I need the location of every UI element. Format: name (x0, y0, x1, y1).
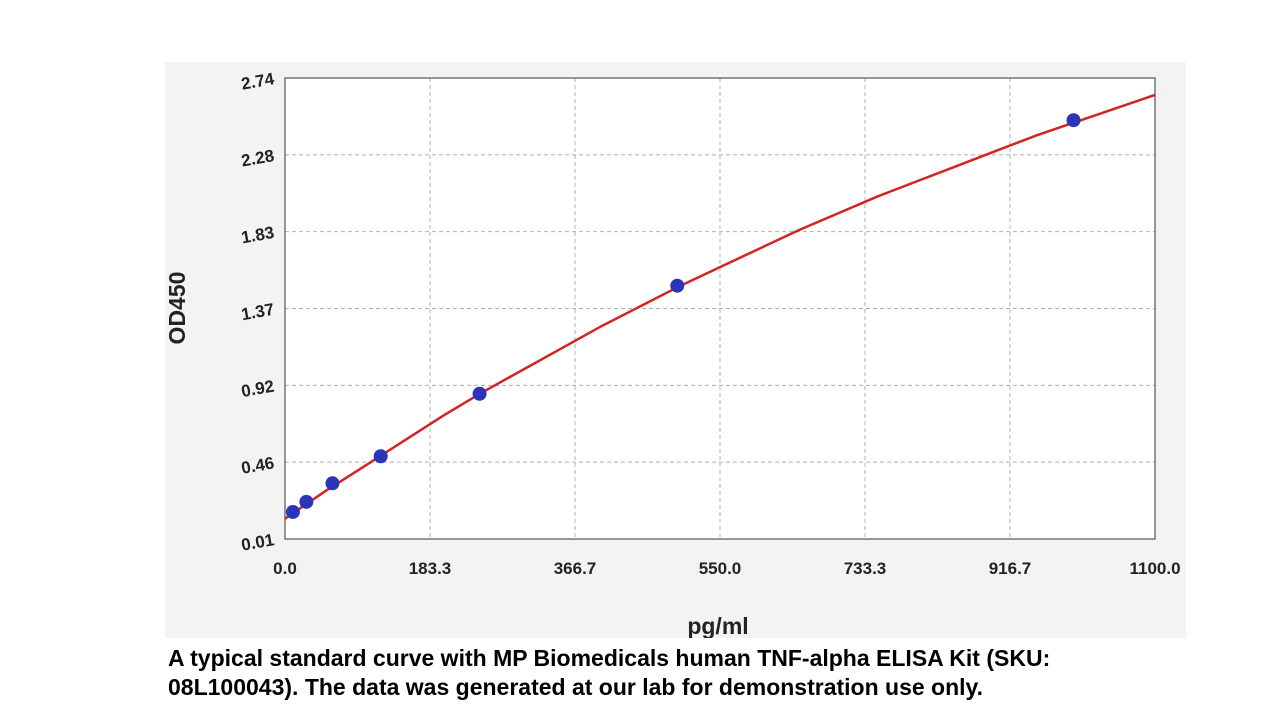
y-tick-label: 0.01 (240, 530, 276, 554)
y-tick-labels: 0.01 0.46 0.92 1.37 1.83 2.28 2.74 (240, 69, 276, 555)
y-axis-title: OD450 (165, 272, 190, 345)
data-point (373, 449, 388, 464)
x-axis-title: pg/ml (687, 613, 748, 638)
data-point (325, 476, 340, 491)
fit-curve (284, 93, 1156, 520)
y-tick-label: 0.46 (240, 453, 276, 477)
y-tick-label: 1.37 (240, 300, 276, 324)
y-tick-label: 0.92 (240, 377, 276, 401)
x-tick-label: 183.3 (409, 559, 452, 578)
data-point (670, 278, 685, 293)
data-point (1066, 113, 1081, 128)
data-point (285, 504, 300, 519)
x-tick-label: 916.7 (989, 559, 1032, 578)
figure-caption: A typical standard curve with MP Biomedi… (168, 644, 1268, 702)
y-tick-label: 1.83 (240, 223, 276, 247)
x-tick-label: 1100.0 (1129, 559, 1180, 578)
x-tick-label: 733.3 (844, 559, 887, 578)
caption-line-2: 08L100043). The data was generated at ou… (168, 674, 984, 700)
grid-lines (285, 78, 1155, 539)
y-tick-label: 2.74 (240, 69, 276, 94)
data-point (299, 494, 314, 509)
x-tick-labels: 0.0 183.3 366.7 550.0 733.3 916.7 1100.0 (273, 559, 1180, 578)
chart-panel: 0.0 183.3 366.7 550.0 733.3 916.7 1100.0 0.01 0… (165, 62, 1186, 638)
x-tick-label: 366.7 (554, 559, 597, 578)
x-tick-label: 0.0 (273, 559, 297, 578)
data-point (472, 386, 487, 401)
standard-curve-chart: 0.0 183.3 366.7 550.0 733.3 916.7 1100.0 0.010… (165, 69, 1181, 638)
caption-line-1: A typical standard curve with MP Biomedi… (168, 645, 1051, 671)
x-tick-label: 550.0 (699, 559, 742, 578)
data-points (285, 113, 1081, 519)
plot-frame (284, 77, 1156, 540)
y-tick-label: 2.28 (240, 146, 276, 170)
